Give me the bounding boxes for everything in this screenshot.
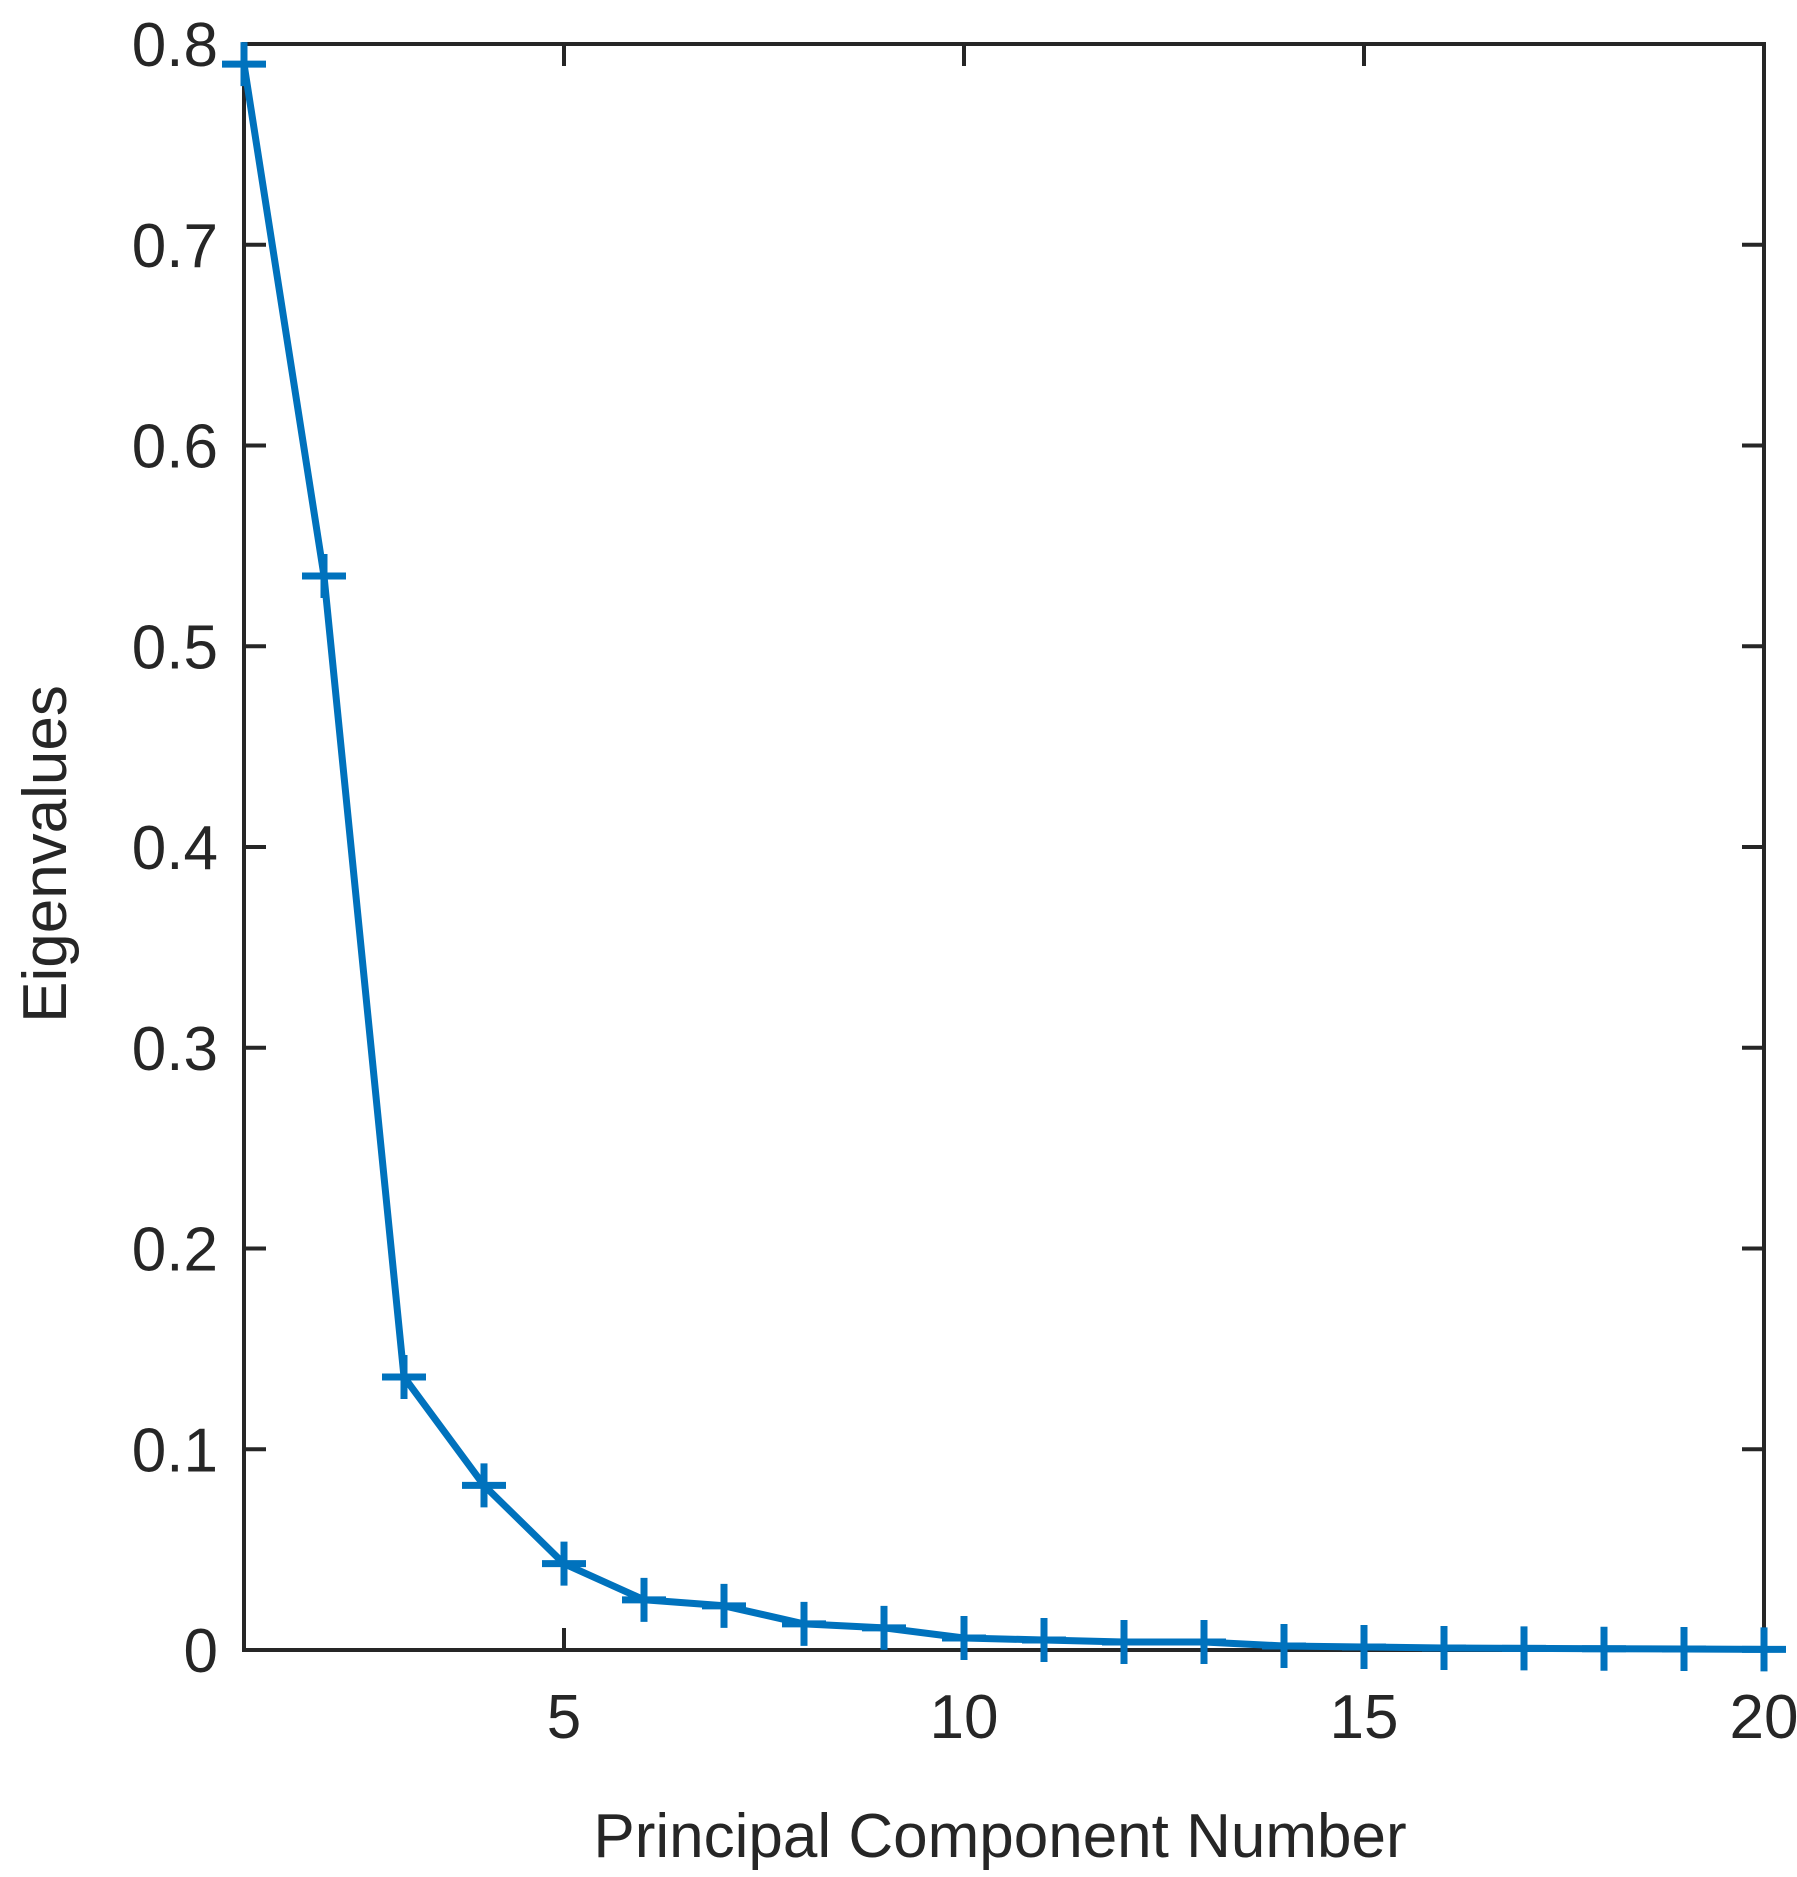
x-tick-label: 10	[930, 1683, 999, 1752]
x-tick-label: 20	[1730, 1683, 1797, 1752]
series-layer	[222, 42, 1786, 1672]
y-tick-label: 0.3	[132, 1015, 218, 1084]
data-point-plus-marker	[1502, 1626, 1546, 1671]
y-tick-label: 0.8	[132, 11, 218, 80]
x-tick-label: 5	[547, 1683, 581, 1752]
y-axis-label: Eigenvalues	[11, 685, 80, 1023]
data-point-plus-marker	[622, 1577, 666, 1622]
x-tick-label: 15	[1330, 1683, 1399, 1752]
y-tick-label: 0.5	[132, 613, 218, 682]
data-point-plus-marker	[1742, 1627, 1786, 1672]
y-tick-label: 0.7	[132, 212, 218, 281]
data-point-plus-marker	[1582, 1626, 1626, 1671]
x-axis-label: Principal Component Number	[593, 1802, 1406, 1871]
plot-area	[242, 42, 1766, 1652]
data-point-plus-marker	[942, 1615, 986, 1660]
y-axis-ticks: 0 0.1 0.2 0.3 0.4 0.5 0.6 0.7 0.8	[132, 11, 1764, 1686]
data-point-plus-marker	[462, 1463, 506, 1508]
data-point-plus-marker	[1422, 1625, 1466, 1670]
data-point-plus-marker	[1022, 1617, 1066, 1662]
data-point-plus-marker	[1662, 1626, 1706, 1671]
data-point-plus-marker	[1102, 1619, 1146, 1664]
y-tick-label: 0.1	[132, 1416, 218, 1485]
data-point-plus-marker	[1342, 1624, 1386, 1669]
y-tick-label: 0.2	[132, 1216, 218, 1285]
axes-box	[242, 42, 1766, 1652]
data-point-plus-marker	[382, 1354, 426, 1399]
data-point-plus-marker	[782, 1601, 826, 1646]
data-point-plus-marker	[542, 1541, 586, 1586]
data-point-plus-marker	[222, 42, 266, 87]
data-point-plus-marker	[862, 1605, 906, 1650]
y-tick-label: 0	[184, 1617, 218, 1686]
y-tick-label: 0.4	[132, 814, 218, 883]
data-point-plus-marker	[1262, 1623, 1306, 1668]
data-point-plus-marker	[302, 553, 346, 598]
data-point-plus-marker	[1182, 1619, 1226, 1664]
data-point-plus-marker	[702, 1583, 746, 1628]
y-tick-label: 0.6	[132, 413, 218, 482]
